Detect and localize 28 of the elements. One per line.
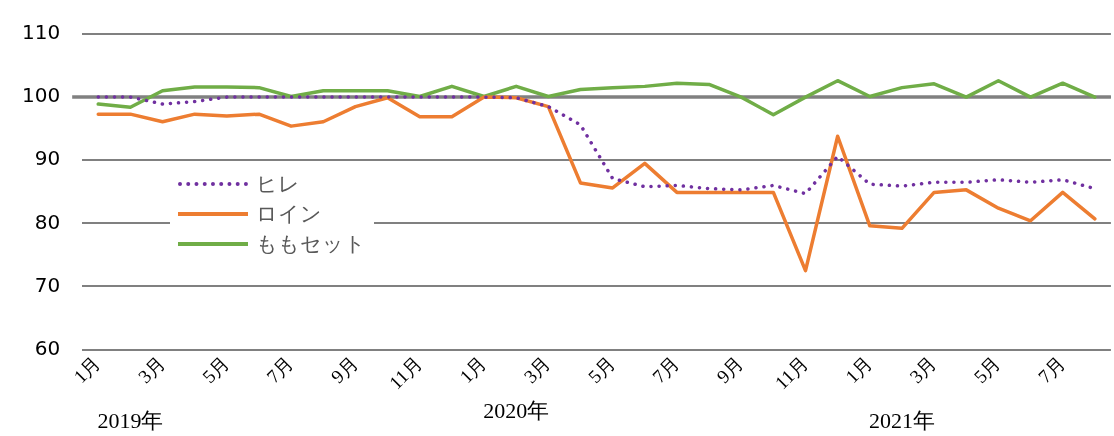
x-tick-label: 11月 — [770, 352, 812, 394]
y-tick-label: 80 — [34, 209, 61, 234]
legend-label: ヒレ — [256, 171, 300, 198]
y-tick-label: 100 — [21, 83, 61, 108]
x-tick-label: 7月 — [648, 352, 684, 388]
text: 2020年 — [483, 398, 550, 423]
legend-label: ももセット — [256, 231, 366, 258]
y-tick-label: 110 — [21, 20, 61, 45]
x-tick-label: 5月 — [583, 352, 619, 388]
text: 2021年 — [868, 408, 935, 433]
y-tick-label: 70 — [34, 272, 61, 297]
x-tick-label: 3月 — [519, 352, 555, 388]
x-tick-label: 5月 — [198, 352, 234, 388]
x-tick-label: 9月 — [712, 352, 748, 388]
x-tick-label: 3月 — [133, 352, 169, 388]
x-tick-label: 3月 — [905, 352, 941, 388]
x-tick-label: 7月 — [262, 352, 298, 388]
x-tick-label: 1月 — [455, 352, 491, 388]
y-tick-label: 90 — [34, 146, 61, 171]
legend-label: ロイン — [256, 201, 322, 228]
x-tick-label: 9月 — [326, 352, 362, 388]
x-tick-label: 1月 — [69, 352, 105, 388]
x-tick-label: 7月 — [1034, 352, 1070, 388]
x-tick-label: 5月 — [969, 352, 1005, 388]
x-tick-label: 11月 — [384, 352, 427, 394]
text: 2019年 — [97, 408, 164, 433]
x-tick-label: 1月 — [841, 352, 877, 388]
y-tick-label: 60 — [34, 335, 61, 360]
